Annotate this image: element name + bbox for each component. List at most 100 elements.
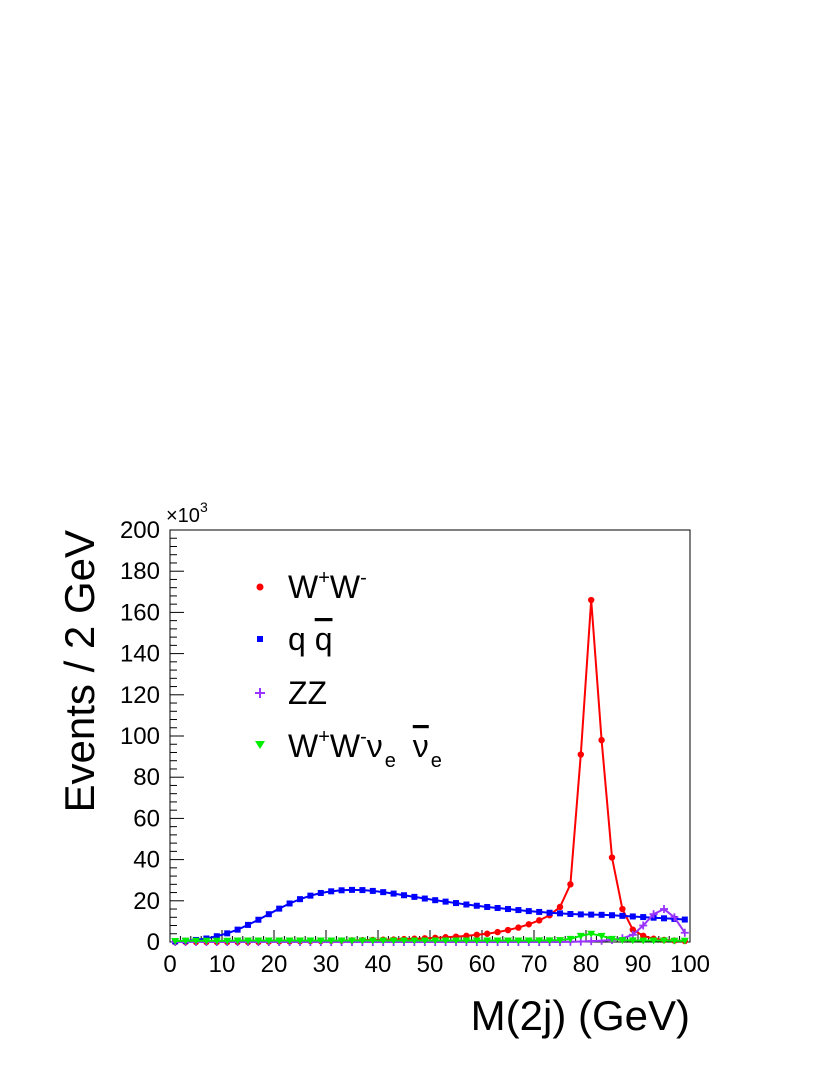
- data-point: [629, 926, 636, 933]
- data-point: [368, 937, 377, 945]
- legend-entry-qq: q q: [257, 621, 332, 657]
- x-tick-label: 20: [261, 951, 288, 978]
- data-point: [473, 902, 480, 909]
- data-point: [286, 900, 293, 907]
- data-point: [577, 751, 584, 758]
- data-point: [264, 937, 273, 945]
- legend-entry-zz: ZZ: [255, 675, 327, 711]
- plot-frame: [169, 529, 691, 943]
- x-tick-label: 70: [521, 951, 548, 978]
- data-point: [483, 937, 492, 945]
- x-tick-label: 60: [469, 951, 496, 978]
- data-point: [410, 937, 419, 945]
- data-point: [536, 917, 543, 924]
- y-tick-label: 0: [147, 929, 160, 956]
- data-point: [670, 937, 679, 945]
- data-point: [597, 932, 606, 940]
- data-point: [441, 937, 450, 945]
- data-point: [484, 930, 491, 937]
- legend-marker-wwnunu: [255, 741, 265, 749]
- y-tick-label: 80: [133, 764, 160, 791]
- data-point: [588, 596, 595, 604]
- data-point: [255, 916, 262, 923]
- data-point: [608, 854, 616, 861]
- data-point: [598, 911, 605, 918]
- data-point: [316, 937, 325, 945]
- data-point: [535, 937, 544, 945]
- data-point: [639, 937, 648, 945]
- data-point: [431, 937, 440, 945]
- data-point: [212, 937, 221, 945]
- data-point: [400, 937, 408, 945]
- data-point: [359, 887, 366, 894]
- data-point: [536, 908, 543, 915]
- legend-entry-ww: W+W-: [256, 567, 367, 605]
- data-point: [233, 937, 242, 945]
- x-tick-label: 90: [625, 951, 652, 978]
- x-tick-label: 30: [313, 951, 340, 978]
- legend-label-ww: W+W-: [288, 567, 367, 605]
- data-point: [588, 911, 595, 918]
- y-tick-label: 120: [120, 682, 160, 709]
- data-point: [390, 890, 397, 897]
- data-point: [504, 937, 512, 945]
- data-point: [328, 888, 335, 895]
- x-tick-label: 100: [670, 951, 710, 978]
- series-3: [171, 930, 689, 945]
- data-point: [307, 892, 314, 899]
- data-point: [598, 736, 605, 744]
- data-point: [223, 937, 232, 945]
- x-tick-label: 40: [365, 951, 392, 978]
- data-point: [640, 932, 647, 940]
- data-point: [608, 935, 616, 943]
- data-point: [421, 895, 428, 902]
- data-point: [338, 887, 345, 894]
- data-point: [660, 937, 668, 945]
- data-point: [202, 937, 211, 945]
- data-point: [192, 937, 200, 945]
- legend-marker-ww: [256, 583, 264, 591]
- legend-label-qq: q q: [288, 621, 332, 657]
- data-point: [442, 898, 449, 905]
- data-point: [670, 913, 679, 922]
- y-tick-label: 180: [120, 558, 160, 585]
- data-point: [224, 930, 231, 937]
- data-point: [389, 937, 398, 945]
- data-point: [327, 937, 336, 945]
- data-point: [401, 892, 407, 899]
- data-point: [649, 937, 658, 945]
- data-point: [566, 935, 575, 943]
- data-point: [276, 905, 283, 912]
- axis-tick-labels: 0 10 20 30 40 50 60 70 80 90 100 0 20 40 60 80 100 120 140…: [120, 517, 710, 978]
- data-point: [546, 909, 553, 916]
- y-tick-label: 100: [120, 723, 160, 750]
- data-point: [525, 908, 532, 915]
- y-tick-label: 60: [133, 805, 160, 832]
- data-point: [369, 887, 376, 894]
- data-point: [285, 937, 294, 945]
- y-tick-label: 40: [133, 847, 160, 874]
- x-tick-label: 10: [209, 951, 236, 978]
- data-point: [567, 910, 574, 917]
- data-point: [587, 930, 596, 938]
- data-point: [567, 881, 574, 888]
- data-point: [524, 937, 533, 945]
- data-point: [619, 905, 626, 913]
- x-tick-label: 80: [573, 951, 600, 978]
- data-point: [619, 912, 626, 919]
- data-point: [680, 937, 689, 945]
- data-point: [660, 905, 668, 914]
- data-point: [661, 915, 667, 922]
- data-point: [420, 937, 429, 945]
- data-point: [358, 937, 367, 945]
- y-axis-label: Events / 2 GeV: [56, 530, 103, 812]
- data-point: [411, 893, 418, 900]
- data-point: [494, 928, 501, 936]
- data-point: [681, 916, 688, 923]
- data-point: [265, 911, 272, 918]
- data-point: [348, 937, 356, 945]
- data-point: [504, 926, 512, 934]
